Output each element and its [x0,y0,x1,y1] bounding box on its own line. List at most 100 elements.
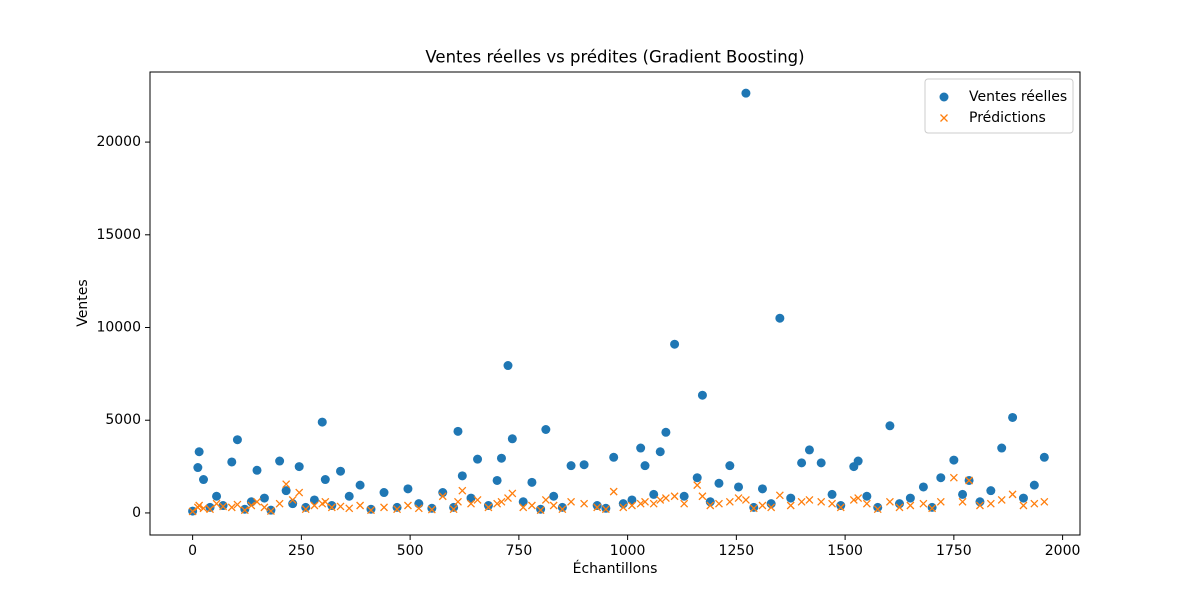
x-marker [497,497,506,506]
x-marker [310,501,319,510]
x-marker [188,507,197,516]
point [679,491,689,501]
point [905,493,915,503]
point [453,426,463,436]
point [579,460,589,470]
x-marker [725,497,734,506]
point [997,443,1007,453]
point [483,501,493,511]
point [473,454,483,464]
point [655,447,665,457]
y-tick-label: 15000 [96,227,141,243]
x-marker [380,503,388,512]
x-marker [321,497,330,506]
x-marker [997,495,1006,504]
point [958,489,968,499]
x-tick-label: 2000 [1045,543,1081,559]
x-marker [849,495,858,504]
point [661,427,671,437]
legend-box [924,78,1074,134]
point [294,462,304,472]
legend-marker [939,92,949,102]
x-marker [195,501,204,510]
x-marker [1019,501,1028,510]
x-marker [619,503,628,512]
x-marker [484,503,493,512]
y-tick-label: 0 [132,505,141,521]
x-marker [1030,499,1039,508]
point [757,484,767,494]
y-tick-label: 20000 [96,134,141,150]
point [714,478,724,488]
x-marker [508,489,517,498]
point [527,477,537,487]
x-marker [403,501,412,510]
point [457,471,467,481]
point [797,458,807,468]
x-marker [749,504,758,513]
point [317,417,327,427]
x-marker [775,491,784,500]
x-marker [636,499,645,508]
x-marker [227,503,236,512]
point [518,497,528,507]
x-marker [288,495,297,504]
point [218,501,228,511]
x-marker [301,505,310,514]
point [986,486,996,496]
point [557,502,567,512]
x-marker [1008,490,1017,499]
point [1039,452,1049,462]
point [541,424,551,434]
x-marker [641,497,649,506]
point [366,504,376,514]
point [252,465,262,475]
point [741,88,751,98]
x-marker [295,488,304,497]
point [816,458,826,468]
x-tick-label: 0 [188,543,197,559]
x-marker [541,495,550,504]
point [466,493,476,503]
legend-marker [940,114,948,122]
point [355,480,365,490]
point [232,435,242,445]
x-marker [567,497,576,506]
x-marker [427,505,436,514]
point [786,493,796,503]
x-marker [836,503,845,512]
point [392,502,402,512]
x-marker [345,504,354,513]
x-marker [367,506,375,515]
x-marker [986,499,995,508]
x-marker [928,504,937,513]
point [403,484,413,494]
plot-area [188,88,1049,516]
point [327,501,337,511]
point [853,456,863,466]
point [320,475,330,485]
point [725,461,735,471]
point [205,502,215,512]
point [885,421,895,431]
point [427,503,437,513]
point [636,443,646,453]
x-marker [282,480,291,489]
point [804,445,814,455]
x-marker [949,473,958,482]
point [927,502,937,512]
x-marker [698,492,707,501]
point [194,447,204,457]
x-marker [247,501,256,510]
point [1018,493,1028,503]
x-marker [558,505,567,514]
x-marker [519,503,528,512]
x-marker [758,501,767,510]
x-marker [199,504,208,513]
x-tick-label: 1000 [610,543,646,559]
axes-frame [149,71,1081,536]
x-marker [336,502,345,511]
point [275,456,285,466]
point [627,495,637,505]
x-marker [965,476,974,485]
